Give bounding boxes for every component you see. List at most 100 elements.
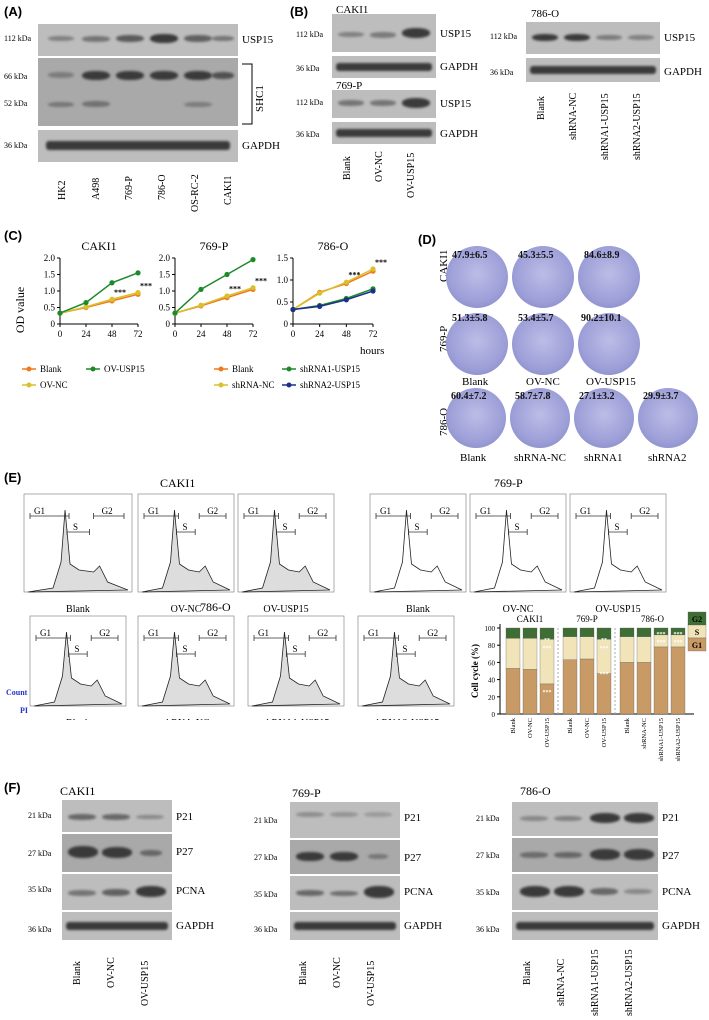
gate-g2 bbox=[90, 635, 119, 641]
gate-g2 bbox=[530, 513, 559, 519]
shc1-bracket bbox=[242, 63, 253, 125]
y-tick-label: 20 bbox=[488, 694, 496, 702]
sig-mark: *** bbox=[543, 690, 552, 696]
lane-label: OV-USP15 bbox=[366, 960, 377, 1006]
data-point bbox=[250, 257, 256, 263]
x-tick-label: 24 bbox=[197, 329, 207, 339]
bar-segment-g2 bbox=[670, 627, 686, 636]
histogram-trace bbox=[141, 509, 231, 593]
bar-segment-s bbox=[579, 636, 595, 660]
gate-g1 bbox=[375, 513, 411, 519]
lane-label: Blank bbox=[536, 96, 547, 120]
cell-title: 769-P bbox=[494, 476, 523, 490]
protein-label: PCNA bbox=[404, 886, 434, 898]
gate-label: S bbox=[73, 522, 78, 532]
bar-segment-g2 bbox=[562, 627, 578, 637]
bar-segment-s bbox=[636, 636, 652, 663]
bar-segment-g1 bbox=[562, 659, 578, 715]
lane-label: 786-O bbox=[157, 174, 168, 200]
bar-segment-g2 bbox=[653, 627, 669, 636]
y-tick-label: 100 bbox=[485, 625, 496, 633]
colony-dish bbox=[638, 388, 698, 448]
protein-label-shc1: SHC1 bbox=[254, 85, 266, 112]
y-tick-label: 1.0 bbox=[44, 286, 56, 296]
blot-p21-f-caki1 bbox=[62, 800, 172, 832]
gate-label: G1 bbox=[248, 506, 259, 516]
gate-s bbox=[508, 529, 528, 535]
panel-label-e: (E) bbox=[4, 470, 22, 485]
protein-label: P27 bbox=[662, 850, 680, 862]
histogram-label: shRNA1-USP15 bbox=[263, 718, 330, 720]
kda-label: 27 kDa bbox=[28, 849, 52, 858]
blot-pcna-f-caki1 bbox=[62, 874, 172, 910]
y-tick-label: 0.5 bbox=[159, 303, 171, 313]
bar-segment-g1 bbox=[653, 646, 669, 715]
bar-category-label: Blank bbox=[567, 717, 574, 733]
bar-segment-g2 bbox=[596, 627, 612, 640]
flow-axis-count: Count bbox=[6, 688, 28, 697]
gate-s bbox=[396, 651, 416, 657]
bar-segment-g1 bbox=[636, 662, 652, 715]
histogram-frame bbox=[569, 493, 667, 593]
histogram-trace bbox=[361, 631, 451, 707]
sig-mark: *** bbox=[140, 281, 152, 290]
blot-usp15-b-caki1 bbox=[332, 14, 436, 52]
gate-label: G2 bbox=[307, 506, 318, 516]
y-tick-label: 40 bbox=[488, 677, 496, 685]
colony-dish bbox=[574, 388, 634, 448]
chart-title: CAKI1 bbox=[81, 239, 116, 253]
panel-label-c: (C) bbox=[4, 228, 23, 243]
legend-marker bbox=[218, 366, 224, 372]
colony-dish bbox=[578, 313, 640, 375]
gate-g1 bbox=[475, 513, 511, 519]
histogram-label: Blank bbox=[66, 604, 90, 615]
bar-category-label: OV-NC bbox=[527, 718, 534, 738]
protein-label: GAPDH bbox=[662, 920, 700, 932]
protein-label: P21 bbox=[404, 812, 422, 824]
histogram-trace bbox=[141, 631, 231, 707]
gate-g2 bbox=[198, 635, 227, 641]
histogram-label: OV-USP15 bbox=[595, 604, 640, 615]
gate-label: G2 bbox=[639, 506, 650, 516]
y-tick-label: 1.5 bbox=[277, 253, 289, 263]
gate-label: S bbox=[74, 644, 79, 654]
data-point bbox=[57, 310, 63, 316]
gate-label: G1 bbox=[480, 506, 491, 516]
y-axis-label: Cell cycle (%) bbox=[470, 644, 480, 698]
kda-label: 36 kDa bbox=[254, 925, 278, 934]
gate-label: G2 bbox=[99, 628, 110, 638]
legend-label: Blank bbox=[232, 364, 254, 374]
bar-segment-s bbox=[562, 636, 578, 660]
kda-label: 36 kDa bbox=[4, 141, 28, 150]
blot-pcna-f-786o bbox=[512, 874, 658, 910]
blot-gapdh-f-caki1 bbox=[62, 912, 172, 940]
gate-g1 bbox=[143, 513, 179, 519]
y-tick-label: 0.5 bbox=[277, 297, 289, 307]
sig-mark: *** bbox=[657, 632, 666, 638]
histogram-label: Blank bbox=[406, 604, 430, 615]
data-point bbox=[135, 270, 141, 276]
kda-label: 35 kDa bbox=[254, 890, 278, 899]
kda-label: 112 kDa bbox=[296, 30, 324, 39]
flow-axis-pi: PI bbox=[20, 706, 28, 715]
data-point bbox=[343, 279, 349, 285]
x-tick-label: 24 bbox=[315, 329, 325, 339]
kda-label: 35 kDa bbox=[476, 888, 500, 897]
x-tick-label: 72 bbox=[249, 329, 258, 339]
legend-label: S bbox=[695, 628, 700, 637]
bar-segment-g2 bbox=[619, 627, 635, 637]
bar-segment-g1 bbox=[522, 669, 538, 715]
histogram-frame bbox=[137, 493, 235, 593]
gate-g2 bbox=[630, 513, 659, 519]
kda-label: 27 kDa bbox=[254, 853, 278, 862]
kda-label: 112 kDa bbox=[4, 34, 32, 43]
legend-label: Blank bbox=[40, 364, 62, 374]
legend-label: shRNA1-USP15 bbox=[300, 364, 361, 374]
sig-mark: *** bbox=[229, 285, 241, 294]
colony-count: 53.4±5.7 bbox=[518, 313, 554, 324]
data-point bbox=[370, 266, 376, 272]
sig-mark: *** bbox=[375, 258, 387, 267]
x-tick-label: 24 bbox=[82, 329, 92, 339]
series-line bbox=[174, 286, 254, 314]
series-line bbox=[174, 258, 254, 314]
